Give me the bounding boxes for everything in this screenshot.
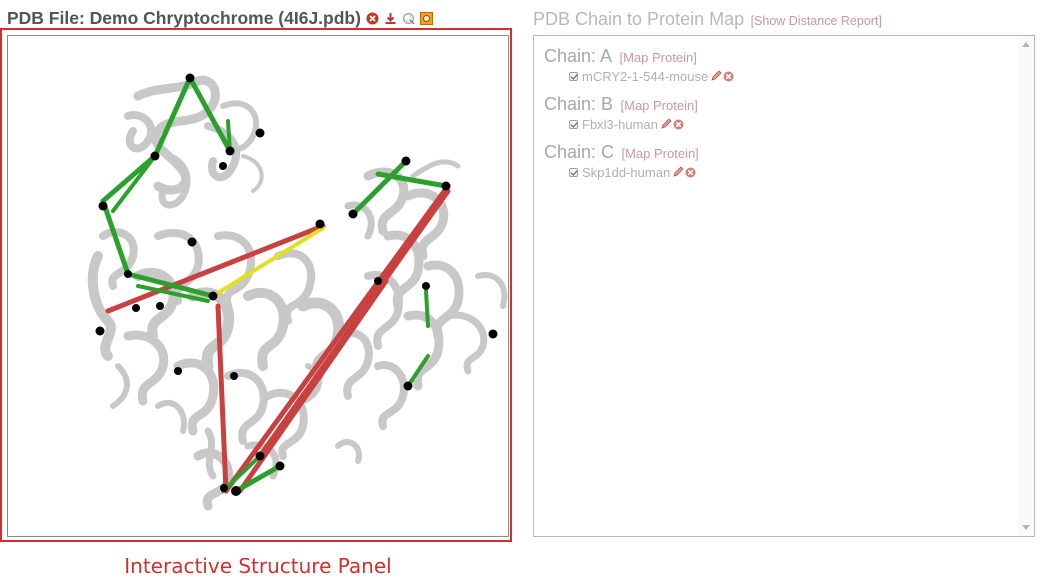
crosslink-satisfied[interactable] — [187, 75, 233, 154]
crosslink-satisfied[interactable] — [233, 463, 283, 494]
remove-protein-icon[interactable] — [723, 71, 734, 82]
edit-pencil-icon[interactable] — [660, 118, 672, 130]
crosslink-lines[interactable] — [100, 75, 451, 494]
protein-checkbox[interactable] — [569, 119, 578, 129]
chain-group-c: Chain: C [Map Protein] Skp1dd-human — [544, 142, 699, 180]
download-icon[interactable] — [384, 12, 397, 25]
show-distance-report-link[interactable]: [Show Distance Report] — [750, 14, 882, 28]
crosslink-satisfied[interactable] — [424, 289, 430, 328]
protein-name: mCRY2-1-544-mouse — [582, 68, 709, 84]
chain-group-b: Chain: B [Map Protein] Fbxl3-human — [544, 94, 698, 132]
protein-name: Fbxl3-human — [582, 116, 658, 132]
view-icon[interactable] — [402, 12, 415, 25]
map-protein-link[interactable]: [Map Protein] — [621, 146, 699, 161]
screenshot-icon[interactable] — [419, 12, 433, 25]
structure-panel-frame — [0, 28, 512, 542]
pdb-file-title: PDB File: Demo Chryptochrome (4I6J.pdb) — [7, 8, 361, 28]
protein-row: mCRY2-1-544-mouse — [569, 68, 734, 84]
protein-structure-render[interactable] — [8, 36, 508, 536]
chain-label: Chain: B — [544, 94, 614, 114]
remove-icon[interactable] — [366, 12, 379, 25]
protein-checkbox[interactable] — [569, 71, 578, 81]
edit-pencil-icon[interactable] — [672, 166, 684, 178]
crosslink-selected[interactable] — [211, 226, 325, 298]
edit-pencil-icon[interactable] — [710, 70, 722, 82]
crosslink-satisfied[interactable] — [226, 119, 232, 153]
chain-map-title: PDB Chain to Protein Map — [533, 9, 745, 29]
chain-label: Chain: A — [544, 46, 613, 66]
scroll-up-arrow-icon[interactable] — [1022, 42, 1030, 47]
remove-protein-icon[interactable] — [673, 119, 684, 130]
protein-checkbox[interactable] — [569, 167, 578, 177]
crosslink-satisfied[interactable] — [406, 354, 430, 388]
protein-row: Skp1dd-human — [569, 164, 699, 180]
chain-map-scrollbar[interactable] — [1018, 36, 1034, 536]
crosslink-satisfied[interactable] — [350, 158, 409, 217]
scroll-down-arrow-icon[interactable] — [1022, 525, 1030, 530]
chain-label: Chain: C — [544, 142, 615, 162]
crosslink-satisfied[interactable] — [125, 271, 216, 299]
crosslink-satisfied[interactable] — [221, 454, 262, 493]
crosslink-violated[interactable] — [223, 183, 451, 494]
structure-panel-caption: Interactive Structure Panel — [124, 554, 392, 578]
crosslink-violated[interactable] — [215, 303, 229, 494]
remove-protein-icon[interactable] — [685, 167, 696, 178]
structure-viewer[interactable] — [7, 35, 509, 537]
pdb-file-header: PDB File: Demo Chryptochrome (4I6J.pdb) — [7, 8, 433, 29]
crosslink-satisfied[interactable] — [152, 75, 193, 159]
crosslink-satisfied[interactable] — [375, 171, 449, 189]
chain-map-header: PDB Chain to Protein Map [Show Distance … — [533, 9, 882, 30]
crosslink-satisfied[interactable] — [136, 284, 210, 303]
crosslink-satisfied[interactable] — [100, 153, 158, 204]
chain-group-a: Chain: A [Map Protein] mCRY2-1-544-mouse — [544, 46, 734, 84]
protein-name: Skp1dd-human — [582, 164, 671, 180]
crosslink-endpoints — [95, 73, 498, 496]
map-protein-link[interactable]: [Map Protein] — [619, 50, 697, 65]
crosslink-violated[interactable] — [105, 223, 326, 314]
chain-map-panel: Chain: A [Map Protein] mCRY2-1-544-mouse… — [533, 35, 1035, 537]
protein-row: Fbxl3-human — [569, 116, 698, 132]
crosslink-satisfied[interactable] — [100, 198, 131, 277]
crosslink-satisfied[interactable] — [111, 154, 157, 213]
map-protein-link[interactable]: [Map Protein] — [620, 98, 698, 113]
